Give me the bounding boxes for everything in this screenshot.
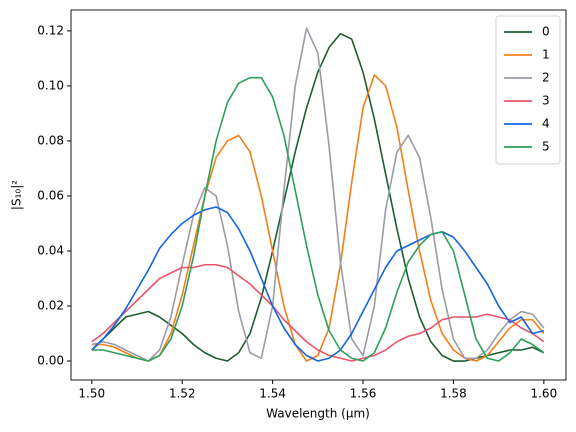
y-tick-label: 0.04 bbox=[37, 243, 64, 257]
y-axis-label: |S₁₀|² bbox=[10, 180, 24, 210]
legend-label: 2 bbox=[542, 71, 550, 85]
y-tick-label: 0.08 bbox=[37, 133, 64, 147]
series-line bbox=[91, 74, 545, 362]
y-tick-label: 0.00 bbox=[37, 354, 64, 368]
y-tick-label: 0.12 bbox=[37, 23, 64, 37]
x-tick-label: 1.50 bbox=[78, 387, 105, 401]
series-line bbox=[91, 263, 545, 362]
legend-label: 5 bbox=[542, 140, 550, 154]
x-tick-label: 1.52 bbox=[169, 387, 196, 401]
x-tick-label: 1.56 bbox=[350, 387, 377, 401]
series-line bbox=[91, 206, 545, 362]
x-tick-label: 1.54 bbox=[259, 387, 286, 401]
x-axis-label: Wavelength (μm) bbox=[266, 407, 370, 421]
series-line bbox=[91, 32, 545, 362]
x-tick-label: 1.58 bbox=[440, 387, 467, 401]
legend-label: 4 bbox=[542, 117, 550, 131]
legend-label: 1 bbox=[542, 48, 550, 62]
legend-label: 3 bbox=[542, 94, 550, 108]
legend-box bbox=[495, 15, 561, 165]
legend-label: 0 bbox=[542, 25, 550, 39]
series-line bbox=[91, 76, 545, 362]
series-line bbox=[91, 27, 545, 362]
y-tick-label: 0.10 bbox=[37, 78, 64, 92]
y-tick-label: 0.02 bbox=[37, 299, 64, 313]
y-tick-label: 0.06 bbox=[37, 188, 64, 202]
x-tick-label: 1.60 bbox=[530, 387, 557, 401]
plot-frame bbox=[70, 9, 567, 381]
